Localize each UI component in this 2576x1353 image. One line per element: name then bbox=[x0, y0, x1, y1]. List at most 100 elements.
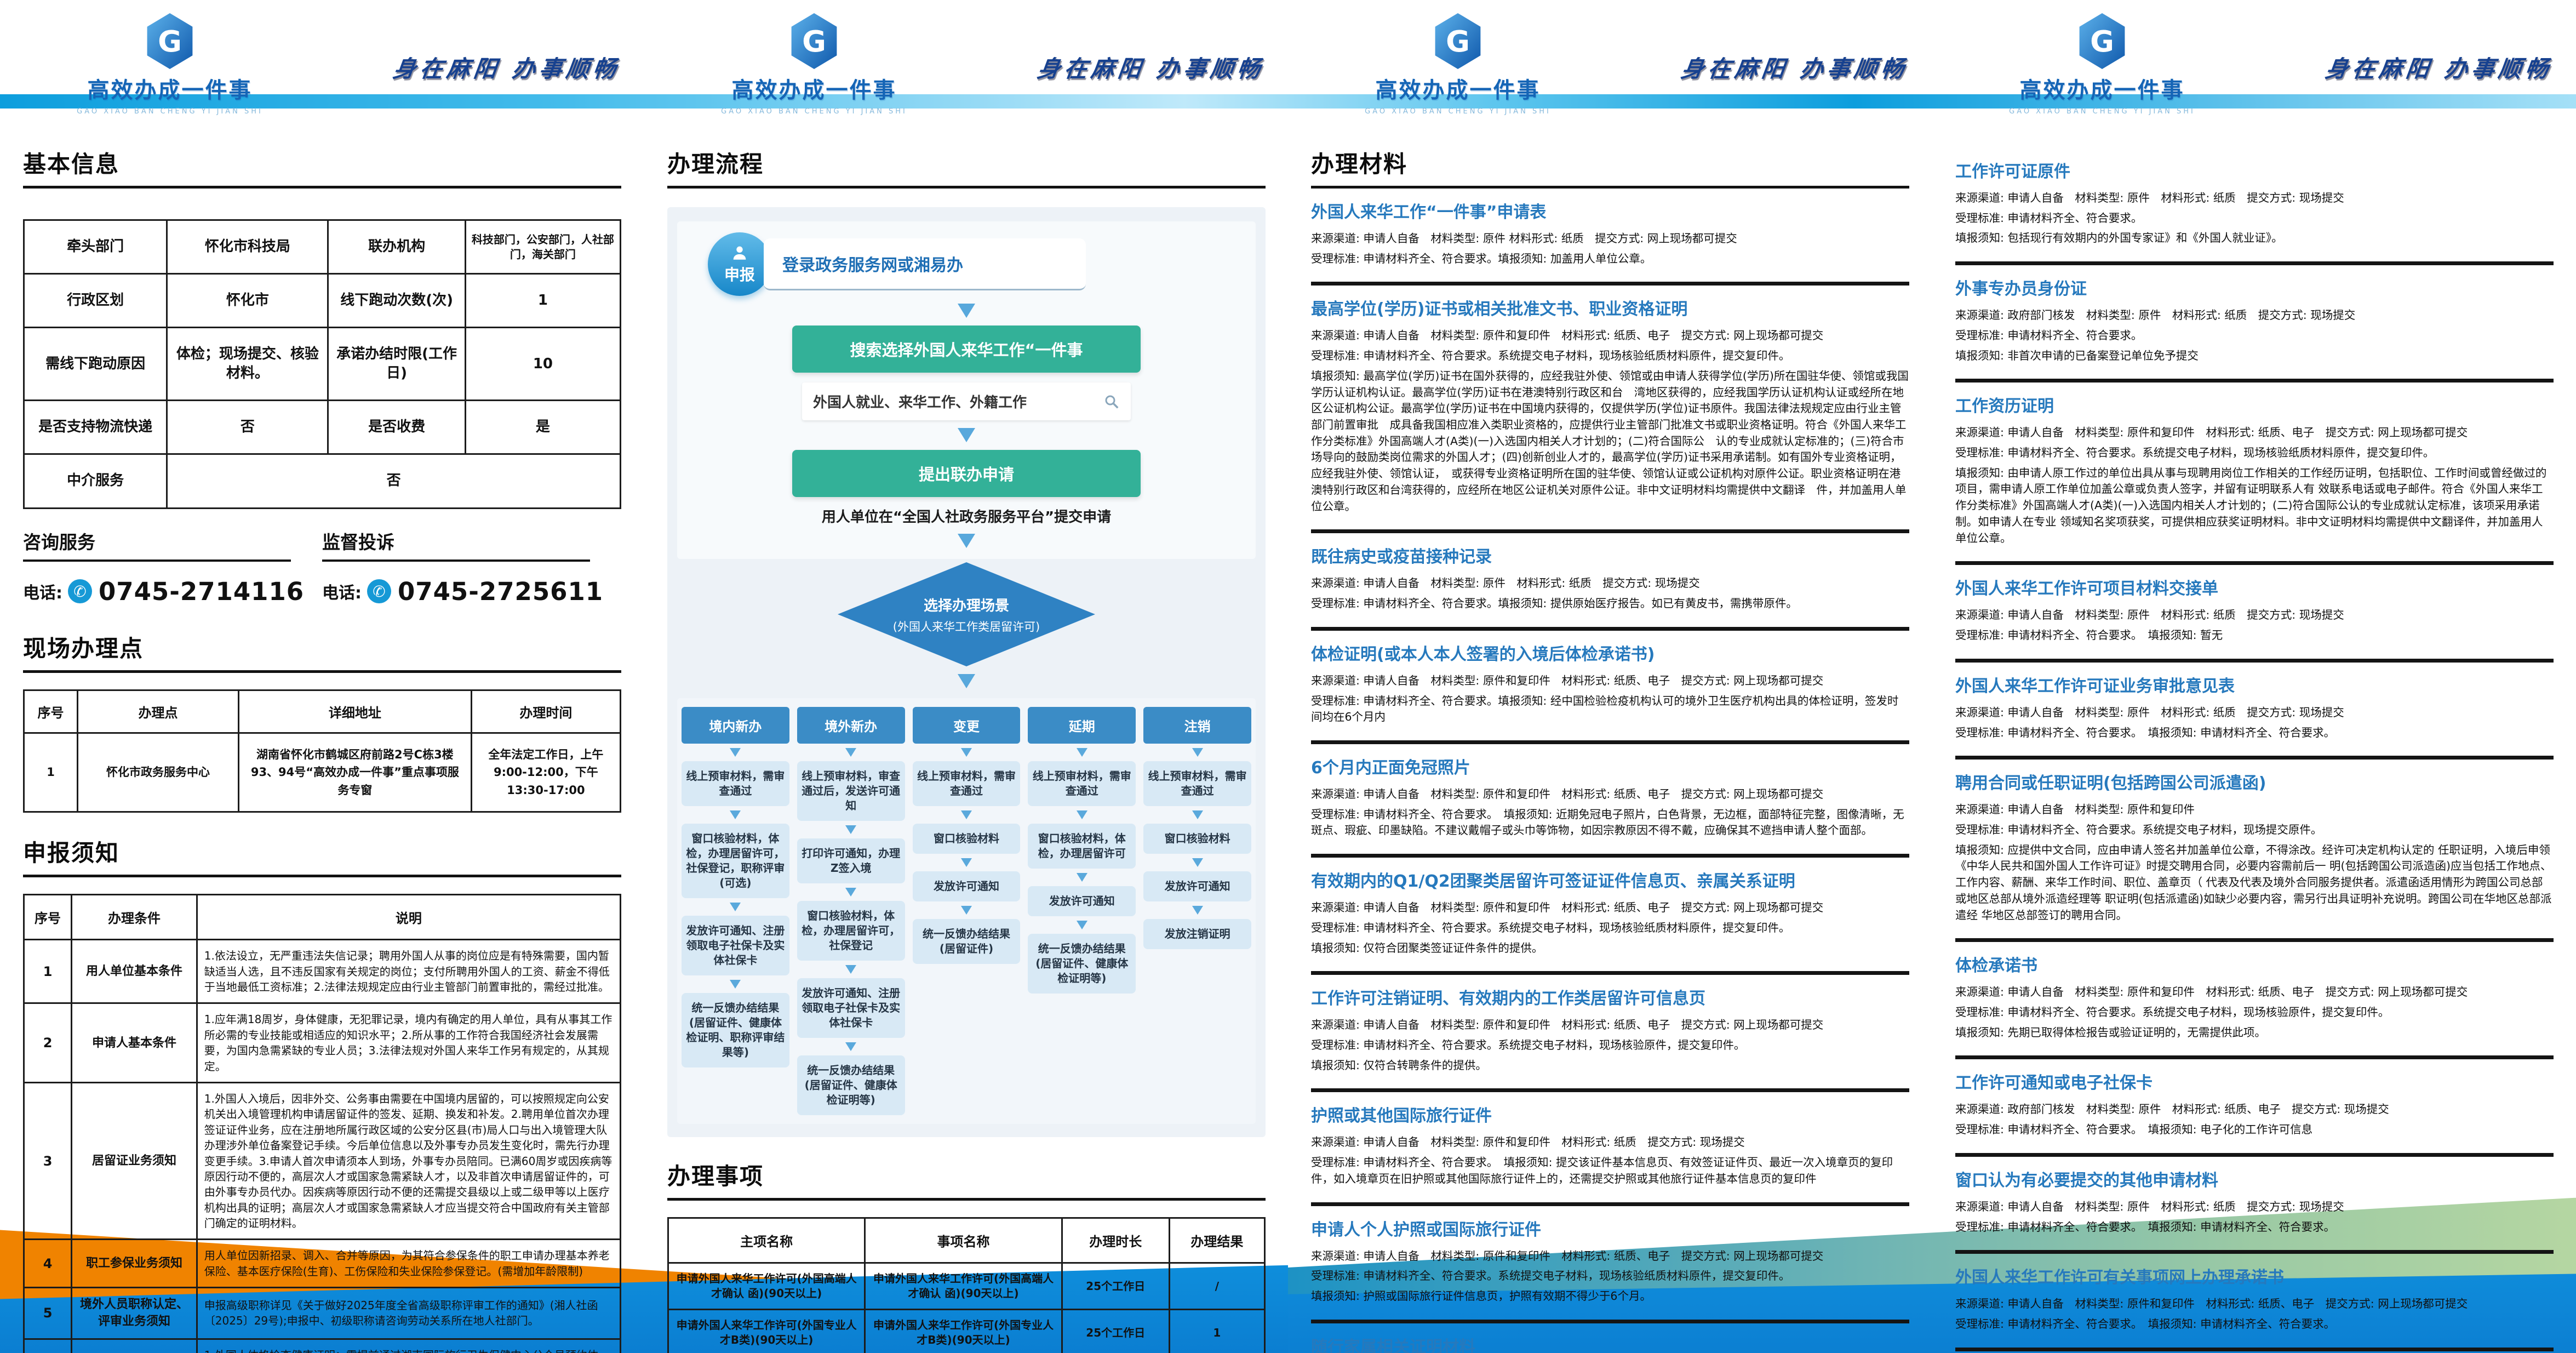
arrow-down-icon bbox=[958, 428, 975, 442]
material-item: 申请人个人护照或国际旅行证件 来源渠道: 申请人自备 材料类型: 原件和复印件 材… bbox=[1311, 1206, 1909, 1323]
flow-step: 发放许可通知、注册领取电子社保卡及实体社保卡 bbox=[682, 916, 789, 975]
panel1-content: 基本信息 牵头部门 怀化市科技局 联办机构 科技部门，公安部门，人社部门，海关部门 行政… bbox=[0, 138, 644, 1353]
field-label: 是否收费 bbox=[327, 399, 466, 455]
material-detail-line: 受理标准: 申请材料齐全、符合要求。填报须知: 经中国检验检疫机构认可的境外卫生… bbox=[1311, 694, 1899, 724]
slogan-calligraphy: 身在麻阳 办事顺畅 bbox=[2323, 55, 2554, 82]
section-rule bbox=[667, 1198, 1266, 1201]
item-main-name: 申请外国人来华工作许可(外国高端人才确认 函)(90天以上) bbox=[667, 1262, 866, 1310]
items-table: 主项名称 事项名称 办理时长 办理结果 申请外国人来华工作许可(外国高端人才确认 函)(… bbox=[667, 1217, 1266, 1353]
header-blue-band bbox=[0, 94, 2576, 109]
flow-step: 线上预审材料，需审查通过 bbox=[682, 761, 789, 806]
material-detail-line: 受理标准: 申请材料齐全、符合要求。系统提交电子材料，现场核验纸质材料原件，提交… bbox=[1955, 446, 2435, 460]
material-detail-line: 受理标准: 申请材料齐全、符合要求。系统提交电子材料，现场核验原件，提交复印件。 bbox=[1311, 1038, 1745, 1052]
table-row: 2 申请人基本条件 1.应年满18周岁，身体健康，无犯罪记录，境内有确定的用人单位，… bbox=[22, 1002, 622, 1083]
section-title-materials: 办理材料 bbox=[1311, 151, 1408, 178]
material-item: 既往病史或疫苗接种记录 来源渠道: 申请人自备 材料类型: 原件 材料形式: 纸质… bbox=[1311, 533, 1909, 631]
flow-step: 线上预审材料，需审查通过 bbox=[1143, 761, 1251, 806]
material-detail-line: 填报须知: 护照或国际旅行证件信息页，护照有效期不得少于6个月。 bbox=[1311, 1289, 1651, 1303]
site-cell: 1 bbox=[23, 732, 78, 813]
table-row: 申请外国人来华工作许可(外国高端人才确认 函)(90天以上) 申请外国人来华工作许… bbox=[667, 1262, 1266, 1310]
material-detail-line: 受理标准: 申请材料齐全、符合要求。 bbox=[1955, 328, 2143, 342]
material-title: 随行家属相关证明材料 bbox=[1311, 1337, 1475, 1353]
material-detail-line: 来源渠道: 申请人自备 材料类型: 原件和复印件 材料形式: 纸质、电子 提交方… bbox=[1311, 1018, 1824, 1032]
arrow-down-icon bbox=[845, 825, 857, 834]
complaint-rule bbox=[322, 559, 590, 562]
notes-table: 序号 办理条件 说明 1 用人单位基本条件 1.依法设立，无严重违法失信记录；聘用外国人从… bbox=[22, 894, 622, 1353]
consult-area: 咨询服务 电话: ✆ 0745-2714116 监督投诉 电话: ✆ 0745-… bbox=[23, 528, 621, 606]
arrow-down-icon bbox=[958, 304, 975, 318]
material-item: 外国人来华工作“一件事”申请表 来源渠道: 申请人自备 材料类型: 原件 材料形式… bbox=[1311, 189, 1909, 286]
arrow-down-icon bbox=[845, 888, 857, 897]
material-detail-line: 来源渠道: 政府部门核发 材料类型: 原件 材料形式: 纸质、电子 提交方式: … bbox=[1955, 1103, 2389, 1116]
note-condition: 居留证业务须知 bbox=[71, 1081, 198, 1241]
flow-column: 注销 线上预审材料，需审查通过 窗口核验材料 发放许可通知 发放注销证明 bbox=[1143, 707, 1251, 949]
arrow-down-icon bbox=[960, 906, 972, 915]
column-header: 序号 bbox=[22, 894, 73, 941]
search-select-button[interactable]: 搜索选择外国人来华工作“一件事 bbox=[792, 326, 1141, 373]
flow-column: 延期 线上预审材料，需审查通过 窗口核验材料，体检，办理居留许可 发放许可通知 统一反馈… bbox=[1028, 707, 1136, 994]
note-condition: 境外人员职称认定、评审业务须知 bbox=[71, 1287, 198, 1340]
material-item: 体检承诺书 来源渠道: 申请人自备 材料类型: 原件和复印件 材料形式: 纸质、电… bbox=[1955, 942, 2554, 1060]
consult-service-block: 咨询服务 电话: ✆ 0745-2714116 bbox=[23, 528, 322, 606]
brand-logo: G 高效办成一件事 GAO XIAO BAN CHENG YI JIAN SHI bbox=[1365, 12, 1551, 116]
flow-column: 变更 线上预审材料，需审查通过 窗口核验材料 发放许可通知 统一反馈办结结果(居留证件) bbox=[912, 707, 1021, 964]
material-title: 外国人来华工作“一件事”申请表 bbox=[1311, 203, 1547, 222]
slogan-calligraphy: 身在麻阳 办事顺畅 bbox=[391, 55, 622, 82]
arrow-down-icon bbox=[960, 858, 972, 867]
material-title: 最高学位(学历)证书或相关批准文书、职业资格证明 bbox=[1311, 300, 1688, 319]
section-rule bbox=[23, 186, 621, 189]
arrow-down-icon bbox=[1076, 748, 1087, 757]
logo-title: 高效办成一件事 bbox=[87, 78, 253, 103]
material-title: 护照或其他国际旅行证件 bbox=[1311, 1106, 1492, 1126]
material-title: 工作资历证明 bbox=[1955, 397, 2054, 416]
note-number: 1 bbox=[22, 939, 73, 1004]
arrow-down-icon bbox=[730, 980, 741, 989]
material-title: 外国人来华工作许可证业务审批意见表 bbox=[1955, 676, 2235, 696]
arrow-down-icon bbox=[1192, 810, 1203, 819]
login-box: 登录政务服务网或湘易办 bbox=[764, 238, 1086, 290]
brand-logo: G 高效办成一件事 GAO XIAO BAN CHENG YI JIAN SHI bbox=[2009, 12, 2195, 116]
section-rule bbox=[1311, 186, 1909, 189]
table-row: 是否支持物流快递否是否收费是 bbox=[22, 399, 622, 455]
search-input[interactable]: 外国人就业、来华工作、外籍工作 bbox=[802, 383, 1131, 420]
material-title: 体检承诺书 bbox=[1955, 956, 2037, 976]
field-label: 牵头部门 bbox=[22, 219, 168, 275]
column-header: 办理时长 bbox=[1061, 1217, 1170, 1264]
field-value: 怀化市科技局 bbox=[166, 219, 329, 275]
diamond-line1: 选择办理场景 bbox=[923, 597, 1009, 614]
material-title: 窗口认为有必要提交的其他申请材料 bbox=[1955, 1171, 2218, 1190]
material-item: 外国人来华工作许可证业务审批意见表 来源渠道: 申请人自备 材料类型: 原件 材料… bbox=[1955, 663, 2554, 760]
material-item: 随行家属相关证明材料来源渠道: 申请人自备 材料类型: 原件和复印件 材料形式:… bbox=[1311, 1323, 1909, 1353]
flow-column-header: 延期 bbox=[1028, 707, 1136, 744]
logo-title: 高效办成一件事 bbox=[1375, 78, 1541, 103]
material-item: 聘用合同或任职证明(包括跨国公司派遣函) 来源渠道: 申请人自备 材料类型: 原件… bbox=[1955, 760, 2554, 943]
slogan-calligraphy: 身在麻阳 办事顺畅 bbox=[1679, 55, 1910, 82]
flow-step: 发放许可通知、注册领取电子社保卡及实体社保卡 bbox=[797, 978, 905, 1038]
item-name: 申请外国人来华工作许可(外国高端人才确认 函)(90天以上) bbox=[864, 1262, 1063, 1310]
brand-logo: G 高效办成一件事 GAO XIAO BAN CHENG YI JIAN SHI bbox=[77, 12, 263, 116]
material-detail-line: 受理标准: 申请材料齐全、符合要求。 bbox=[1955, 211, 2143, 225]
joint-apply-button[interactable]: 提出联办申请 bbox=[792, 450, 1141, 497]
note-description: 1.依法设立，无严重违法失信记录；聘用外国人从事的岗位应是有特殊需要，国内暂缺适… bbox=[196, 939, 622, 1004]
material-detail-line: 填报须知: 应提供中文合同，应由申请人签名并加盖单位公章，不得涂改。经许可决定机… bbox=[1955, 843, 2552, 922]
item-result: 1 bbox=[1168, 1309, 1266, 1353]
site-cell: 全年法定工作日，上午9:00-12:00，下午13:30-17:00 bbox=[470, 732, 622, 813]
hexagon-g-logo-icon: G bbox=[2079, 13, 2125, 70]
flow-step: 发放注销证明 bbox=[1143, 919, 1251, 949]
field-label: 承诺办结时限(工作日) bbox=[327, 327, 466, 402]
material-detail-line: 来源渠道: 申请人自备 材料类型: 原件和复印件 材料形式: 纸质 提交方式: … bbox=[1311, 1135, 1745, 1149]
note-condition: 申请人基本条件 bbox=[71, 1002, 198, 1083]
note-condition: 体格检查、预防接种、健康管理与咨询宣教业务须知 bbox=[71, 1338, 198, 1353]
material-detail-line: 受理标准: 申请材料齐全、符合要求。系统提交电子材料，现场核验纸质材料原件，提交… bbox=[1311, 921, 1790, 934]
consult-rule bbox=[23, 559, 291, 562]
section-rule bbox=[23, 670, 621, 673]
flow-column: 境外新办 线上预审材料，审查通过后，发送许可通知 打印许可通知，办理Z签入境 窗口核验… bbox=[797, 707, 905, 1115]
table-row: 6体格检查、预防接种、健康管理与咨询宣教业务须知1.外国人体格检查健康证明：需提… bbox=[22, 1338, 622, 1353]
scene-decision-diamond: 选择办理场景 (外国人来华工作类居留许可) bbox=[838, 562, 1095, 666]
logo-pinyin: GAO XIAO BAN CHENG YI JIAN SHI bbox=[2009, 107, 2195, 116]
material-title: 外事专办员身份证 bbox=[1955, 279, 2087, 299]
material-title: 6个月内正面免冠照片 bbox=[1311, 758, 1470, 778]
flow-step: 统一反馈办结结果(居留证件) bbox=[912, 919, 1021, 964]
arrow-down-icon bbox=[1076, 810, 1087, 819]
material-detail-line: 填报须知: 由申请人原工作过的单位出具从事与现聘用岗位工作相关的工作经历证明，包… bbox=[1955, 466, 2547, 545]
